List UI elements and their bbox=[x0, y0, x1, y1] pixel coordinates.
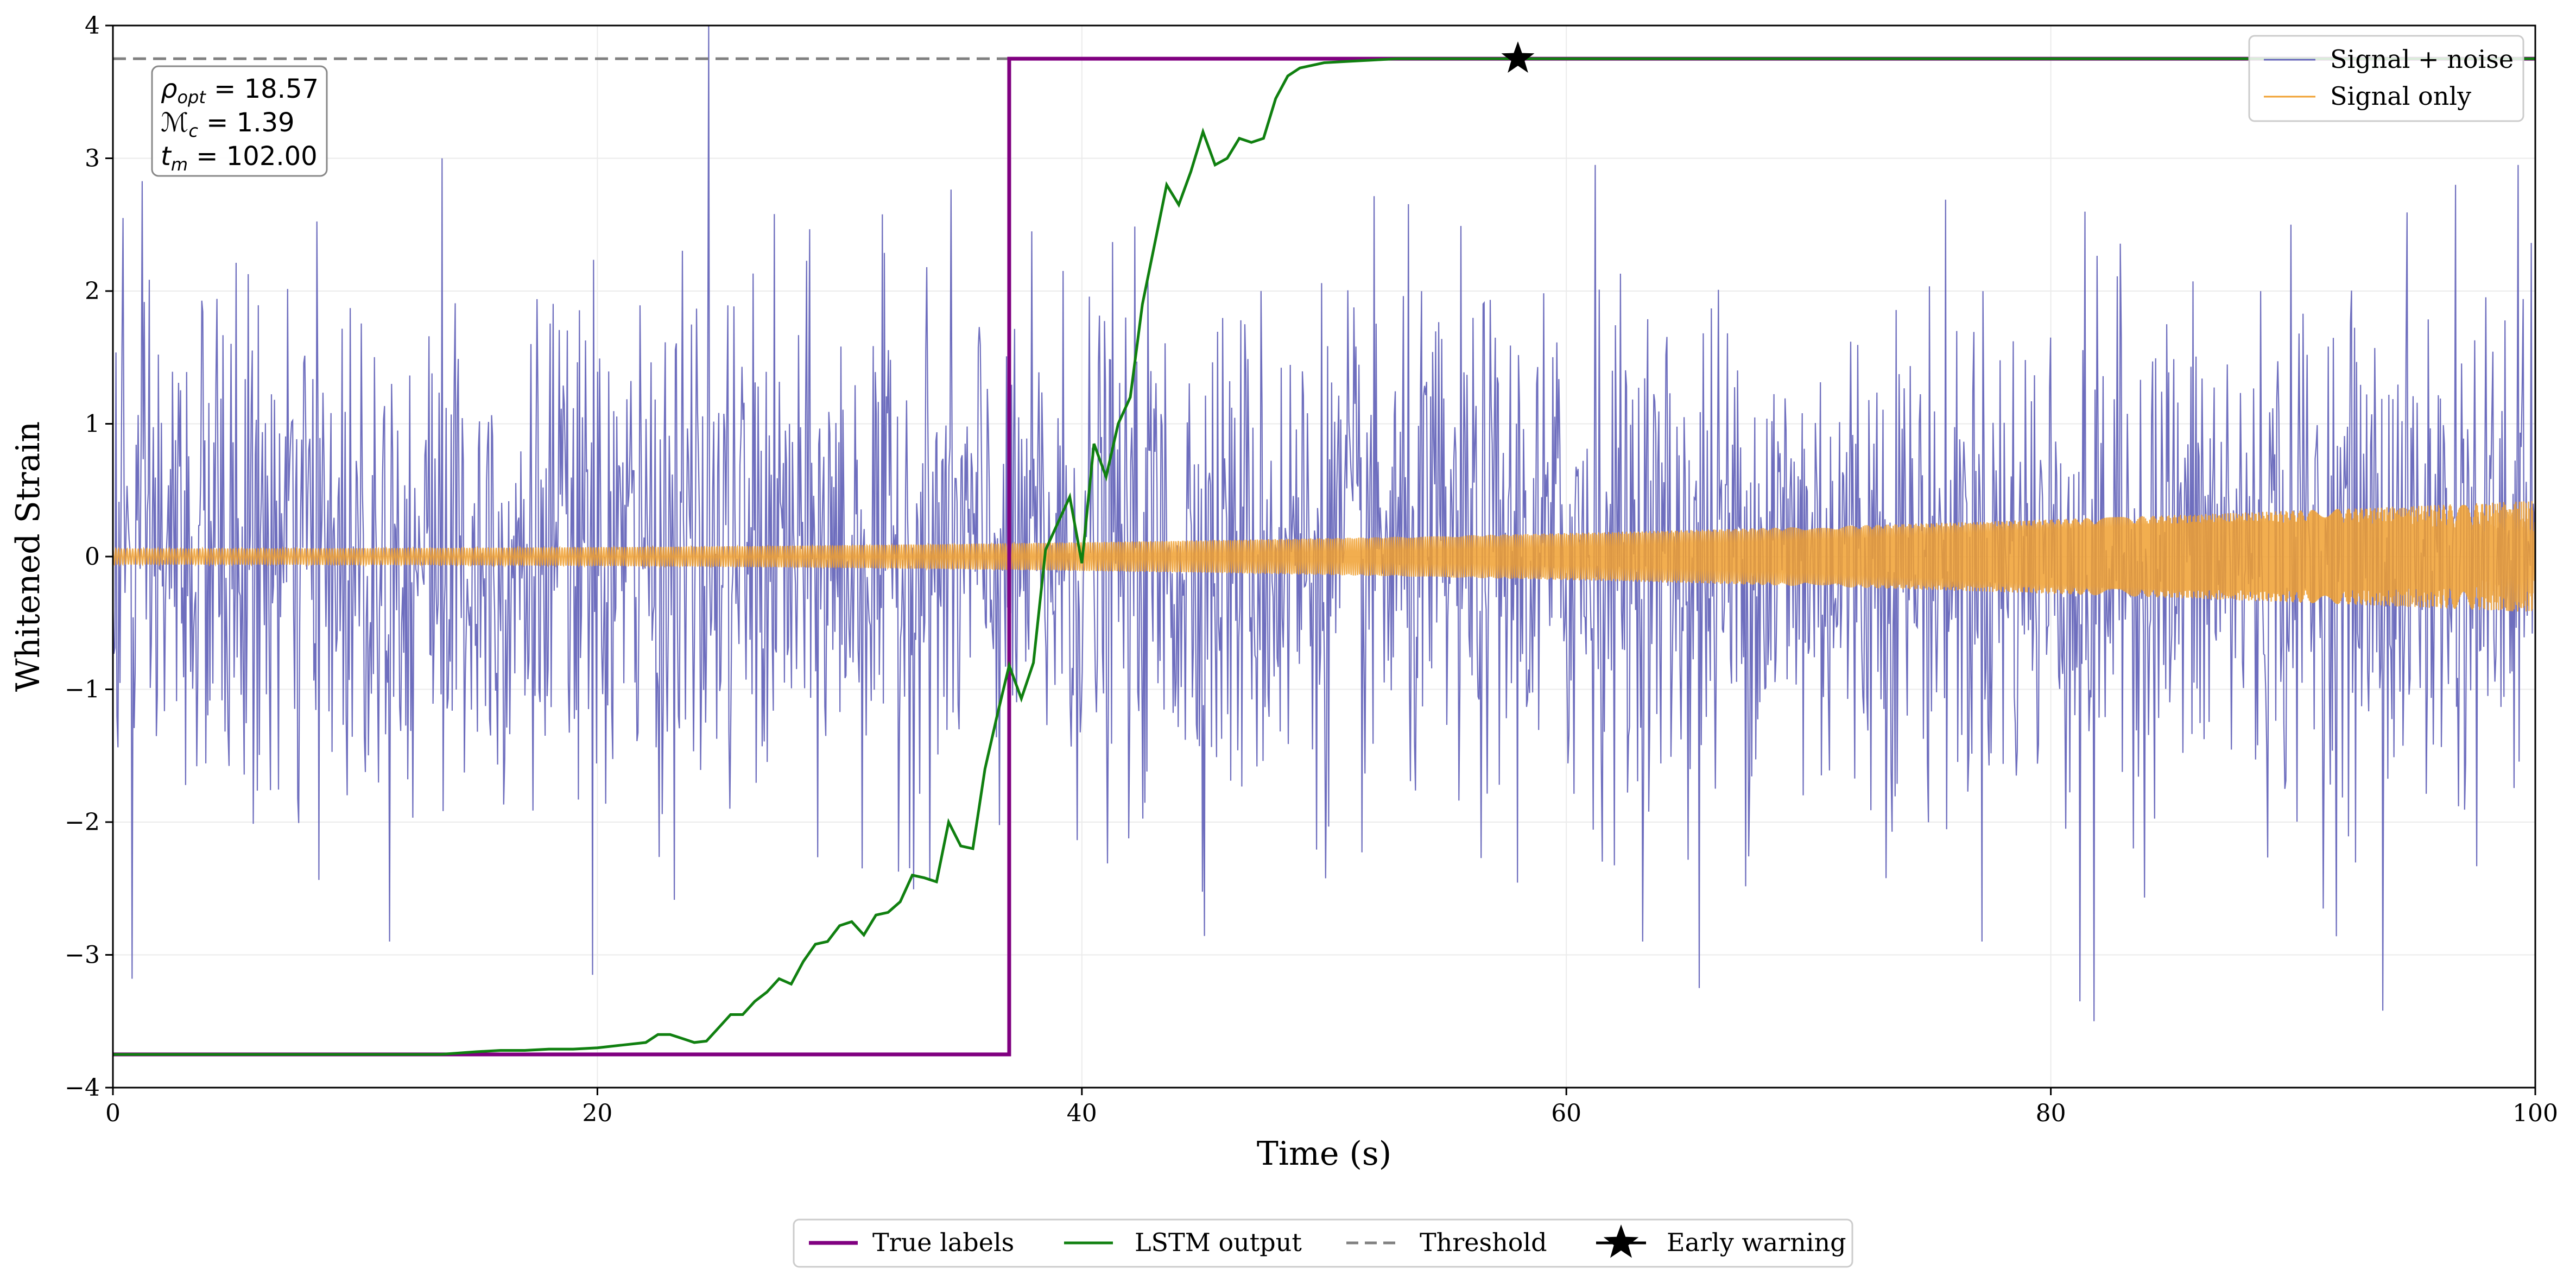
legend-upper-frame bbox=[2248, 35, 2524, 122]
legend-lower: True labels LSTM output Threshold Early … bbox=[793, 1218, 1853, 1268]
legend-signal-noise-label: Signal + noise bbox=[2330, 45, 2514, 74]
legend-lower-frame bbox=[793, 1218, 1853, 1268]
legend-early-warning-star-icon bbox=[1603, 1224, 1639, 1258]
x-tick-label: 20 bbox=[582, 1100, 612, 1127]
y-tick-label: 4 bbox=[85, 12, 100, 40]
y-tick-label: −4 bbox=[65, 1074, 100, 1102]
legend-early-warning-label: Early warning bbox=[1667, 1228, 1846, 1257]
x-tick-label: 0 bbox=[105, 1100, 121, 1127]
y-tick-label: −3 bbox=[65, 942, 100, 969]
y-tick-label: 0 bbox=[85, 543, 100, 571]
x-tick-label: 60 bbox=[1551, 1100, 1581, 1127]
y-tick-label: 1 bbox=[85, 411, 100, 438]
legend-true-labels-label: True labels bbox=[872, 1228, 1014, 1257]
parameter-box: ρopt = 18.57 ℳc = 1.39 tm = 102.00 bbox=[151, 65, 328, 177]
param-merger-time: tm = 102.00 bbox=[161, 141, 318, 175]
legend-lstm-label: LSTM output bbox=[1135, 1228, 1302, 1257]
y-tick-label: −2 bbox=[65, 809, 100, 836]
y-tick-label: 3 bbox=[85, 145, 100, 173]
y-axis-label: Whitened Strain bbox=[9, 421, 47, 692]
y-tick-label: −1 bbox=[65, 676, 100, 704]
signal-only-line bbox=[113, 501, 2535, 612]
plot-series bbox=[113, 26, 2535, 1057]
x-tick-label: 100 bbox=[2512, 1100, 2558, 1127]
parameter-box-frame bbox=[151, 65, 328, 177]
legend-signal-only-label: Signal only bbox=[2330, 81, 2471, 111]
x-tick-label: 40 bbox=[1067, 1100, 1097, 1127]
legend-upper: Signal + noise Signal only bbox=[2248, 35, 2524, 122]
x-tick-label: 80 bbox=[2036, 1100, 2066, 1127]
x-axis-label: Time (s) bbox=[1257, 1135, 1391, 1173]
y-tick-label: 2 bbox=[85, 277, 100, 305]
legend-threshold-label: Threshold bbox=[1420, 1228, 1547, 1257]
early-warning-star-icon bbox=[1501, 41, 1535, 73]
param-rho-opt: ρopt = 18.57 bbox=[161, 74, 319, 108]
lstm-output-line bbox=[113, 57, 2535, 1056]
param-chirp-mass: ℳc = 1.39 bbox=[161, 108, 295, 141]
axis-ticks: 0 20 40 60 80 100 −4 −3 −2 −1 0 1 2 3 4 bbox=[65, 12, 2558, 1127]
